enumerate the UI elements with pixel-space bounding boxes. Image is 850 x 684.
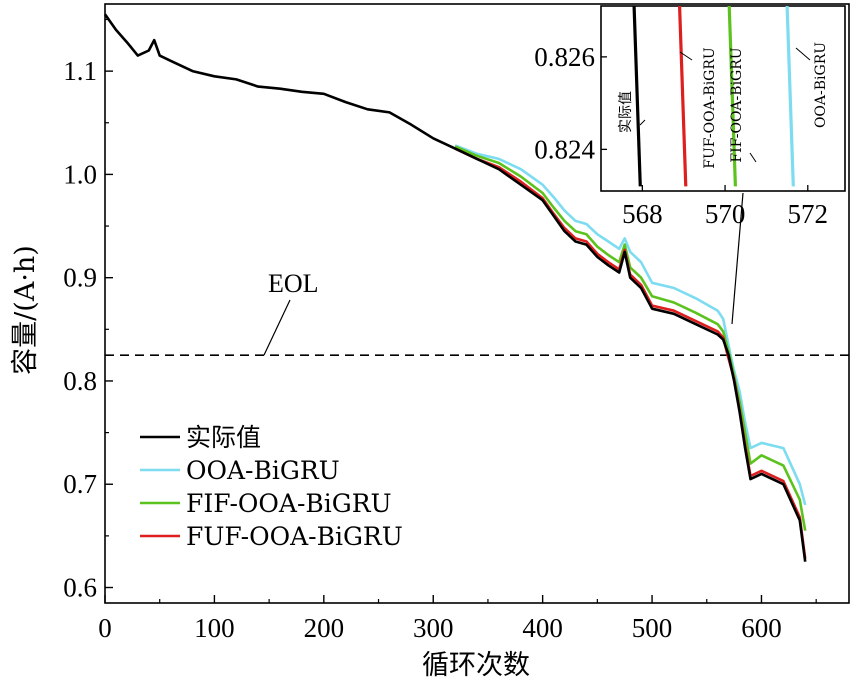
legend-label-3: FUF-OOA-BiGRU — [186, 522, 403, 551]
inset-y-tick-label: 0.826 — [534, 42, 595, 72]
inset-leader — [731, 192, 744, 325]
series-line-1 — [454, 144, 807, 506]
inset-x-tick-label: 568 — [622, 199, 663, 229]
inset-x-tick-label: 570 — [705, 199, 746, 229]
legend: 实际值 OOA-BiGRU FIF-OOA-BiGRU FUF-OOA-BiGRU — [140, 423, 403, 551]
inset-label-pointer-0 — [639, 119, 646, 126]
eol-label: EOL — [268, 269, 319, 298]
y-tick-label: 0.9 — [63, 263, 97, 293]
inset-series-label-1: FUF-OOA-BiGRU — [702, 47, 718, 169]
inset-series-label-3: OOA-BiGRU — [813, 42, 829, 128]
main-plot-area: 0 100 200 300 400 500 600 0.6 0.7 0.8 0.9 1.0 1.1 EOL — [63, 3, 850, 643]
legend-label-2: FIF-OOA-BiGRU — [186, 489, 392, 518]
legend-label-1: OOA-BiGRU — [186, 456, 340, 485]
inset-series-line-0 — [632, 5, 642, 187]
inset-series-label-2: FIF-OOA-BiGRU — [729, 47, 745, 162]
y-tick-label: 1.1 — [63, 56, 97, 86]
series-line-2 — [454, 145, 807, 531]
inset-label-pointer-1 — [679, 51, 693, 61]
inset-x-tick-label: 572 — [788, 199, 829, 229]
inset-frame — [600, 5, 846, 192]
legend-label-0: 实际值 — [186, 423, 261, 452]
y-tick-label: 0.8 — [63, 366, 97, 396]
y-tick-label: 0.7 — [63, 469, 97, 499]
y-tick-label: 0.6 — [63, 573, 97, 603]
x-tick-label: 200 — [304, 613, 345, 643]
x-tick-label: 400 — [522, 613, 563, 643]
x-tick-label: 600 — [741, 613, 782, 643]
inset-series-label-0: 实际值 — [618, 91, 634, 133]
y-axis-title: 容量/(A·h) — [10, 245, 41, 375]
x-tick-label: 500 — [632, 613, 673, 643]
inset-series-line-1 — [677, 5, 688, 187]
inset-plot-area: 568 570 572 0.824 0.826 实际值 FUF-OOA-BiGRU FIF-O… — [534, 5, 846, 229]
x-axis-title: 循环次数 — [422, 650, 530, 681]
inset-series-line-3 — [785, 5, 795, 187]
x-tick-label: 0 — [98, 613, 112, 643]
eol-leader — [263, 299, 291, 356]
inset-label-pointer-2 — [749, 152, 757, 163]
inset-label-pointer-3 — [795, 47, 811, 61]
inset-y-tick-label: 0.824 — [534, 134, 595, 164]
x-tick-label: 300 — [413, 613, 454, 643]
inset-series-line-2 — [727, 5, 738, 187]
x-tick-label: 100 — [194, 613, 235, 643]
series-line-0 — [103, 13, 807, 562]
plot-frame — [104, 3, 850, 604]
y-tick-label: 1.0 — [63, 159, 97, 189]
